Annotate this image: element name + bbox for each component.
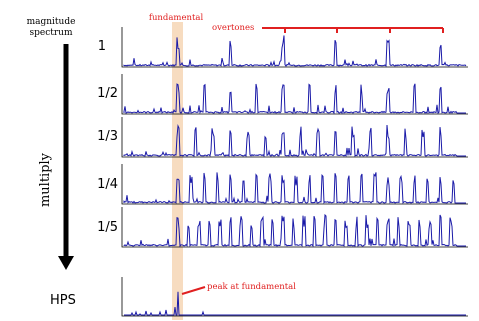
spectrum-trace <box>123 35 467 67</box>
magnitude-label: magnitude <box>27 17 76 27</box>
row-factor-label: 1/5 <box>97 220 118 235</box>
spectrum-trace <box>124 291 466 316</box>
row-factor-label: 1/2 <box>97 86 118 101</box>
row-axes <box>121 117 468 158</box>
spectrum-row-1: 1 <box>98 27 468 68</box>
peak-pointer-line <box>181 286 206 295</box>
hps-label: HPS <box>50 293 76 308</box>
spectrum-trace <box>123 172 466 204</box>
spectrum-row-3: 1/3 <box>97 117 468 158</box>
spectrum-row-2: 1/2 <box>97 74 468 115</box>
fundamental-highlight-band <box>172 22 183 320</box>
multiply-label: multiply <box>38 152 53 207</box>
spectrum-trace <box>123 123 466 158</box>
row-factor-label: 1/4 <box>97 177 118 192</box>
row-axes <box>121 164 468 205</box>
peak-at-fundamental-label: peak at fundamental <box>207 282 296 292</box>
row-factor-label: 1/3 <box>97 129 118 144</box>
row-axes <box>121 27 468 68</box>
row-axes <box>121 74 468 115</box>
spectrum-row-5: 1/5 <box>97 207 468 248</box>
overtones-label: overtones <box>212 23 254 33</box>
spectrum-trace <box>123 83 466 115</box>
spectrum-row-4: 1/4 <box>97 164 468 205</box>
hps-row: HPS <box>50 277 468 317</box>
fundamental-label: fundamental <box>149 13 204 23</box>
row-axes <box>121 207 468 248</box>
overtones-bracket <box>262 27 444 33</box>
spectrum-label: spectrum <box>30 28 73 38</box>
row-axes <box>121 277 468 317</box>
multiply-arrow-head <box>58 256 74 270</box>
spectrum-trace <box>123 213 466 248</box>
row-factor-label: 1 <box>98 39 106 54</box>
